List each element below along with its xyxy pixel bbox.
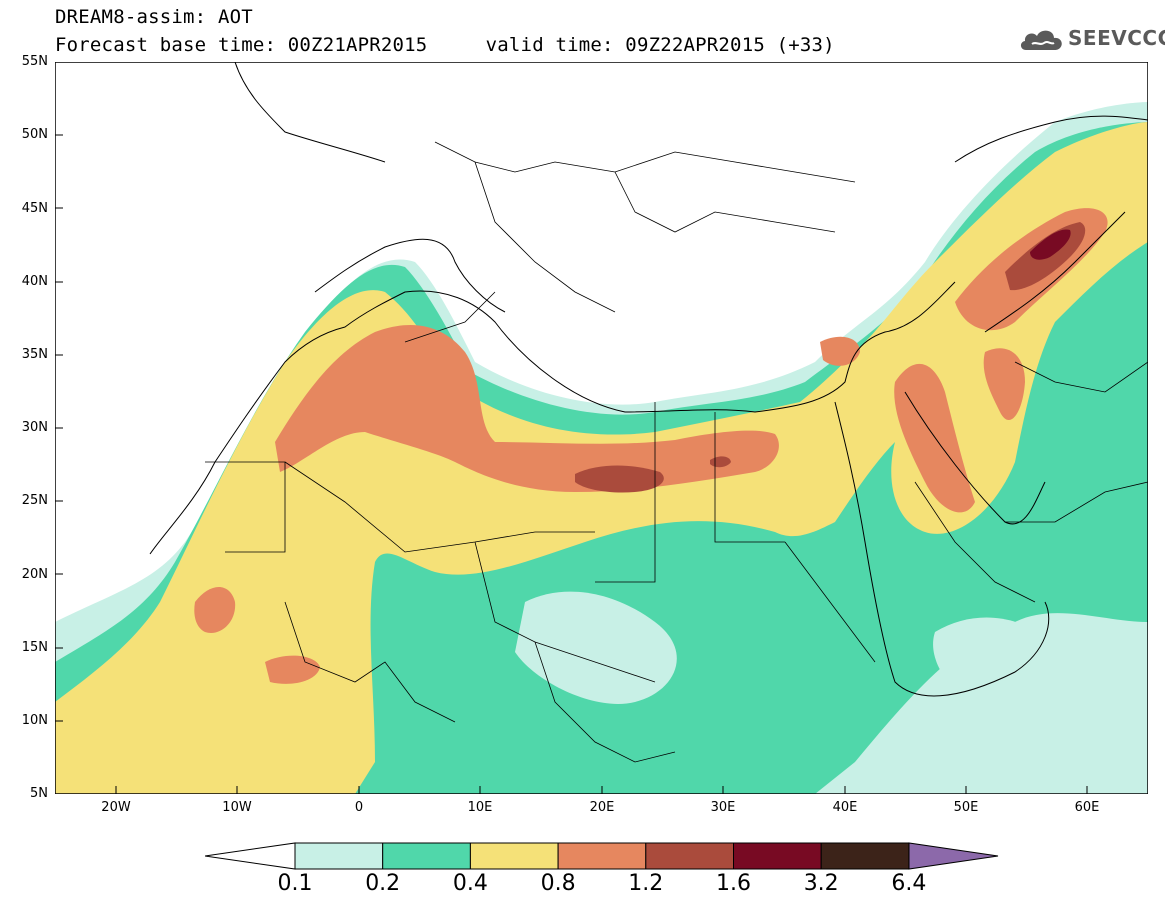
lon-label-0: 0 bbox=[354, 800, 364, 815]
colorbar-label: 1.6 bbox=[716, 871, 751, 896]
lon-label-60e: 60E bbox=[1074, 800, 1100, 815]
colorbar bbox=[205, 842, 999, 870]
colorbar-label: 0.8 bbox=[540, 871, 576, 896]
colorbar-label: 3.2 bbox=[803, 871, 839, 896]
lon-label-10e: 10E bbox=[467, 800, 493, 815]
lon-label-40e: 40E bbox=[832, 800, 858, 815]
forecast-time-line: Forecast base time: 00Z21APR2015 valid t… bbox=[55, 34, 835, 56]
coastlines bbox=[149, 62, 1148, 697]
aot-level-1-6 bbox=[1030, 229, 1071, 260]
lat-label-50n: 50N bbox=[21, 127, 48, 142]
aot-contours bbox=[55, 102, 1148, 794]
map-title: DREAM8-assim: AOT bbox=[55, 6, 253, 28]
lat-label-15n: 15N bbox=[21, 640, 48, 655]
lon-label-50e: 50E bbox=[953, 800, 979, 815]
colorbar-boxes bbox=[294, 842, 910, 870]
colorbar-label: 0.2 bbox=[365, 871, 401, 896]
colorbar-box bbox=[645, 842, 734, 870]
axis-ticks bbox=[55, 62, 1088, 794]
colorbar-box bbox=[557, 842, 647, 870]
colorbar-box bbox=[469, 842, 559, 870]
lat-label-20n: 20N bbox=[21, 567, 48, 582]
logo-text: SEEVCCC bbox=[1068, 26, 1165, 50]
lon-label-30e: 30E bbox=[710, 800, 736, 815]
lat-label-40n: 40N bbox=[21, 274, 48, 289]
lat-label-35n: 35N bbox=[21, 347, 48, 362]
lat-label-25n: 25N bbox=[21, 493, 48, 508]
colorbar-label: 1.2 bbox=[628, 871, 664, 896]
lon-label-10w: 10W bbox=[222, 800, 252, 815]
colorbar-label: 0.1 bbox=[277, 871, 313, 896]
lat-label-10n: 10N bbox=[21, 713, 48, 728]
colorbar-box bbox=[382, 842, 471, 870]
seevccc-logo: SEEVCCC bbox=[1018, 22, 1165, 56]
colorbar-over-triangle bbox=[908, 842, 999, 870]
lon-label-20w: 20W bbox=[101, 800, 131, 815]
lat-label-5n: 5N bbox=[30, 786, 48, 801]
cloud-icon bbox=[1020, 30, 1062, 50]
colorbar-box bbox=[733, 842, 822, 870]
colorbar-label: 6.4 bbox=[891, 871, 927, 896]
lat-label-55n: 55N bbox=[21, 54, 48, 69]
colorbar-label: 0.4 bbox=[452, 871, 488, 896]
country-borders bbox=[205, 141, 1148, 763]
lat-label-45n: 45N bbox=[21, 201, 48, 216]
colorbar-box bbox=[294, 842, 384, 870]
lat-label-30n: 30N bbox=[21, 420, 48, 435]
colorbar-under-triangle bbox=[205, 842, 296, 870]
lon-label-20e: 20E bbox=[589, 800, 615, 815]
aot-map bbox=[55, 62, 1148, 794]
colorbar-box bbox=[820, 842, 910, 870]
